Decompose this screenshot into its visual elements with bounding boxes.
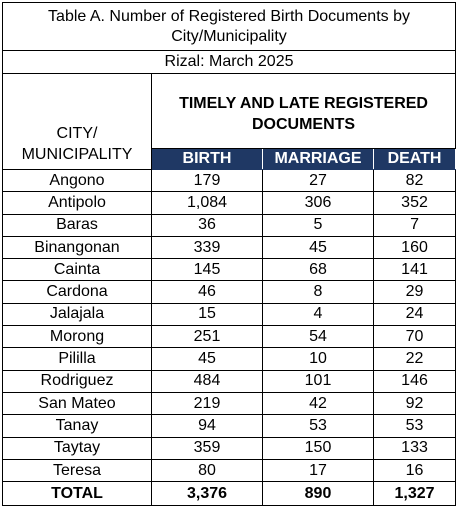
- value-cell: 70: [372, 325, 457, 349]
- value-cell: 141: [372, 258, 457, 282]
- table-subtitle: Rizal: March 2025: [1, 50, 457, 74]
- data-row: Rodriguez 484 101 146: [2, 369, 457, 393]
- value-cell: 36: [151, 213, 263, 237]
- data-row: Jalajala 15 4 24: [2, 302, 457, 327]
- value-cell: 5: [262, 213, 374, 237]
- value-cell: 352: [372, 191, 457, 215]
- value-cell: 94: [151, 414, 263, 438]
- data-row: Teresa 80 17 16: [2, 458, 457, 483]
- value-cell: 484: [151, 369, 263, 393]
- value-cell: 7: [372, 213, 457, 237]
- value-cell: 306: [262, 191, 374, 215]
- value-cell: 146: [372, 369, 457, 393]
- value-cell: 17: [262, 458, 374, 483]
- city-cell: Cainta: [2, 258, 152, 282]
- value-cell: 53: [262, 414, 374, 438]
- value-cell: 80: [151, 458, 263, 483]
- value-cell: 24: [372, 302, 457, 327]
- group-header: TIMELY AND LATE REGISTERED DOCUMENTS: [150, 73, 457, 149]
- value-cell: 4: [262, 302, 374, 327]
- city-cell: Taytay: [2, 436, 152, 460]
- value-cell: 53: [372, 414, 457, 438]
- value-cell: 1,084: [151, 191, 263, 215]
- data-row: Baras 36 5 7: [2, 213, 457, 237]
- data-row: Binangonan 339 45 160: [2, 235, 457, 260]
- value-cell: 45: [151, 347, 263, 371]
- value-cell: 82: [372, 168, 457, 193]
- city-cell: Baras: [2, 213, 152, 237]
- total-cell: 1,327: [372, 481, 457, 506]
- value-cell: 145: [151, 258, 263, 282]
- city-cell: Jalajala: [2, 302, 152, 327]
- data-row: Cardona 46 8 29: [2, 280, 457, 304]
- value-cell: 45: [262, 235, 374, 260]
- value-cell: 179: [151, 168, 263, 193]
- city-cell: Morong: [2, 325, 152, 349]
- column-row: BIRTH MARRIAGE DEATH: [3, 148, 457, 170]
- value-cell: 22: [372, 347, 457, 371]
- data-row: Tanay 94 53 53: [2, 414, 457, 438]
- total-cell: 890: [262, 481, 374, 506]
- value-cell: 219: [151, 391, 263, 416]
- data-row: Cainta 145 68 141: [2, 258, 457, 282]
- table-title: Table A. Number of Registered Birth Docu…: [1, 2, 457, 51]
- column-header: BIRTH: [151, 148, 263, 170]
- value-cell: 339: [151, 235, 263, 260]
- table-head: Table A. Number of Registered Birth Docu…: [1, 2, 457, 170]
- city-cell: Antipolo: [2, 191, 152, 215]
- value-cell: 160: [372, 235, 457, 260]
- city-cell: Teresa: [2, 458, 152, 483]
- total-cell: 3,376: [151, 481, 263, 506]
- city-cell: Binangonan: [2, 235, 152, 260]
- group-row: CITY/ MUNICIPALITY TIMELY AND LATE REGIS…: [2, 73, 457, 170]
- value-cell: 251: [151, 325, 263, 349]
- value-cell: 10: [262, 347, 374, 371]
- city-cell: Tanay: [2, 414, 152, 438]
- value-cell: 27: [262, 168, 374, 193]
- value-cell: 42: [262, 391, 374, 416]
- value-cell: 101: [262, 369, 374, 393]
- value-cell: 54: [262, 325, 374, 349]
- city-cell: San Mateo: [2, 391, 152, 416]
- subtitle-row: Rizal: March 2025: [1, 50, 457, 74]
- value-cell: 68: [262, 258, 374, 282]
- value-cell: 8: [262, 280, 374, 304]
- value-cell: 46: [151, 280, 263, 304]
- city-cell: Cardona: [2, 280, 152, 304]
- value-cell: 133: [372, 436, 457, 460]
- value-cell: 16: [372, 458, 457, 483]
- data-row: Morong 251 54 70: [2, 325, 457, 349]
- data-row: Taytay 359 150 133: [2, 436, 457, 460]
- row-header: CITY/ MUNICIPALITY: [2, 73, 152, 170]
- data-row: Antipolo 1,084 306 352: [2, 191, 457, 215]
- city-cell: Pililla: [2, 347, 152, 371]
- table-body: Angono 179 27 82 Antipolo 1,084 306 352 Baras 36 5…: [2, 168, 457, 506]
- city-cell: Rodriguez: [2, 369, 152, 393]
- data-row: San Mateo 219 42 92: [2, 391, 457, 416]
- value-cell: 29: [372, 280, 457, 304]
- value-cell: 150: [262, 436, 374, 460]
- column-header: MARRIAGE: [262, 148, 374, 170]
- column-header: DEATH: [372, 148, 457, 170]
- city-cell: Angono: [2, 168, 152, 193]
- total-label: TOTAL: [2, 481, 152, 506]
- data-row: Pililla 45 10 22: [2, 347, 457, 371]
- data-row: Angono 179 27 82: [2, 168, 457, 193]
- value-cell: 359: [151, 436, 263, 460]
- title-row: Table A. Number of Registered Birth Docu…: [1, 2, 457, 51]
- total-row: TOTAL 3,376 890 1,327: [2, 481, 457, 506]
- value-cell: 15: [151, 302, 263, 327]
- value-cell: 92: [372, 391, 457, 416]
